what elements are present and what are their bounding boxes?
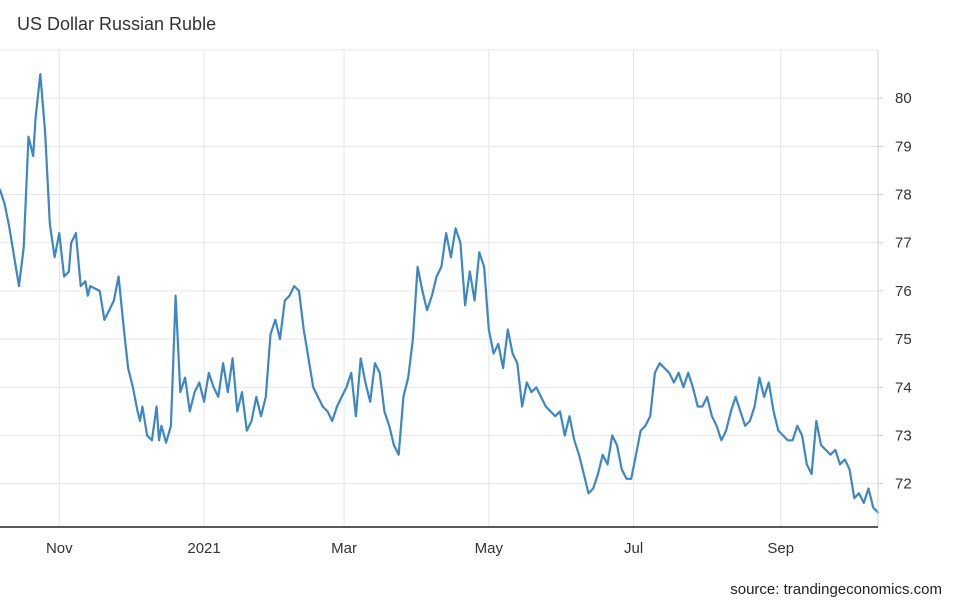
x-tick-label: Jul [624, 540, 643, 557]
x-tick-label: Nov [46, 540, 73, 557]
x-tick-label: Mar [331, 540, 357, 557]
chart-title: US Dollar Russian Ruble [17, 14, 217, 34]
y-tick-label: 76 [895, 283, 912, 300]
y-tick-label: 79 [895, 138, 912, 155]
x-tick-label: Sep [767, 540, 794, 557]
source-credit: source: trandingeconomics.com [730, 581, 942, 598]
y-tick-label: 74 [895, 379, 912, 396]
y-tick-label: 72 [895, 476, 912, 493]
y-tick-label: 80 [895, 90, 912, 107]
series-line-layer [0, 72, 880, 514]
axes [0, 50, 883, 528]
y-tick-label: 78 [895, 187, 912, 204]
y-tick-label: 77 [895, 235, 912, 252]
x-tick-label: 2021 [187, 540, 220, 557]
series-line-0 [0, 72, 880, 514]
x-tick-labels: Nov 2021 Mar May Jul Sep [46, 540, 794, 557]
y-tick-label: 75 [895, 331, 912, 348]
y-tick-labels: 72 73 74 75 76 77 78 79 80 [895, 90, 912, 492]
grid-lines [0, 49, 878, 527]
y-tick-label: 73 [895, 427, 912, 444]
x-tick-label: May [475, 540, 504, 557]
